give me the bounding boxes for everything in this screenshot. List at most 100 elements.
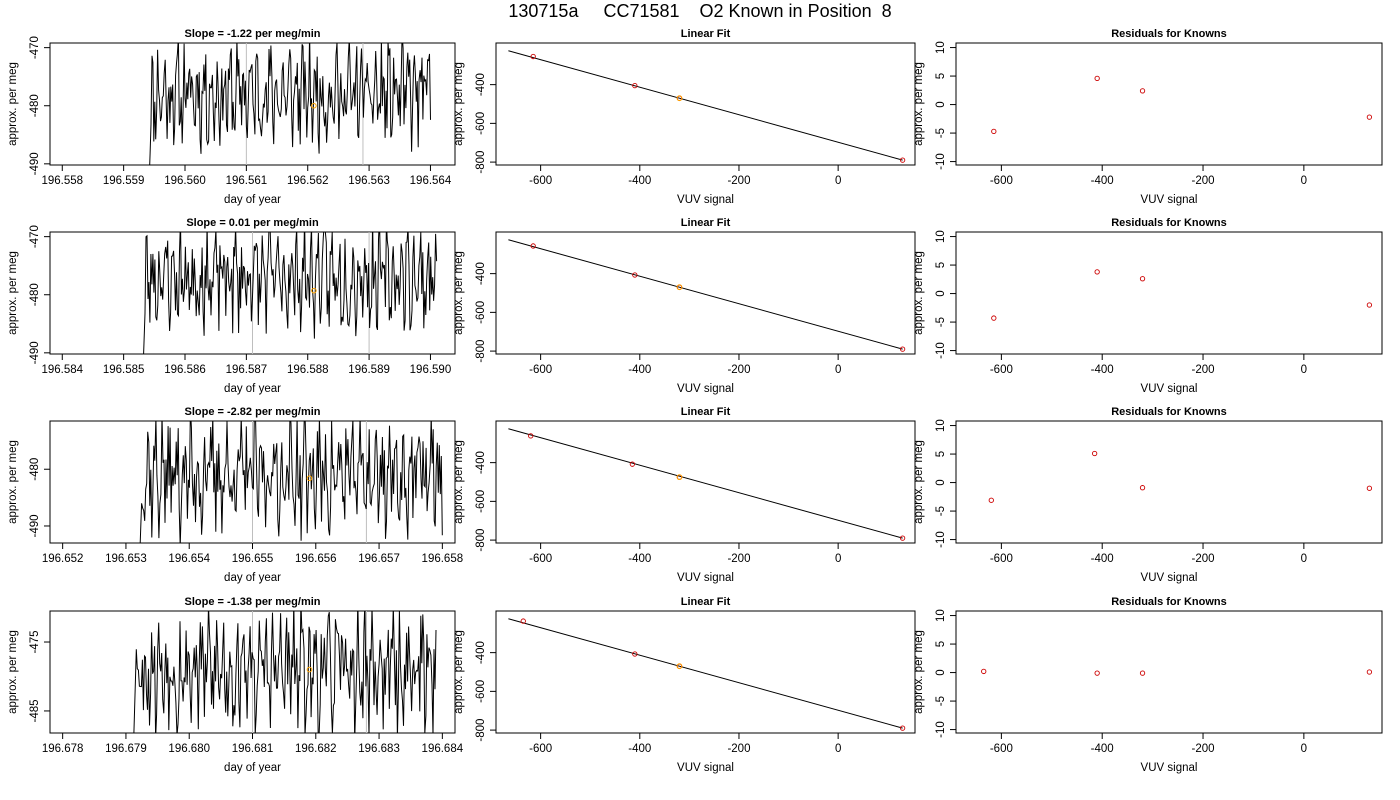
signal-trace [149, 43, 431, 165]
x-tick-label: -400 [628, 364, 651, 376]
x-axis: -600 -400 -200 0 [529, 732, 841, 755]
y-axis: -470 -480 -490 [29, 225, 51, 364]
y-axis-label: approx. per meg [453, 62, 465, 146]
y-axis-label: approx. per meg [7, 630, 19, 714]
y-tick-label: 10 [935, 609, 947, 622]
x-tick-label: 0 [1301, 553, 1307, 565]
y-axis-label: approx. per meg [453, 630, 465, 714]
y-axis-label: approx. per meg [913, 251, 925, 335]
x-axis: -600 -400 -200 0 [529, 164, 841, 187]
y-tick-label: 0 [935, 669, 947, 675]
y-axis: -480 -490 [29, 458, 51, 537]
panel-title: Linear Fit [681, 596, 731, 608]
panel-4: Slope = 0.01 per meg/min 196.584 196.585 19… [7, 217, 456, 395]
data-point [1366, 302, 1373, 308]
x-axis-label: VUV signal [1141, 194, 1198, 206]
y-tick-label: -480 [29, 283, 41, 306]
x-tick-label: -600 [529, 553, 552, 565]
data-point [520, 618, 526, 624]
plot-frame [495, 610, 916, 734]
y-tick-label: 10 [935, 419, 947, 432]
x-axis: 196.558 196.559 196.560 196.561 196.562 196.5… [41, 164, 452, 187]
y-axis-label: approx. per meg [913, 630, 925, 714]
y-axis: -400 -600 -800 [475, 73, 497, 174]
y-tick-label: -5 [935, 128, 947, 138]
x-tick-label: 0 [835, 553, 841, 565]
x-axis-label: day of year [224, 194, 281, 206]
plot-area [508, 618, 906, 731]
panel-title: Slope = -2.82 per meg/min [184, 406, 320, 418]
x-tick-label: 196.584 [41, 364, 83, 376]
data-point [981, 668, 987, 675]
plot-area [991, 269, 1373, 321]
y-axis-label: approx. per meg [7, 440, 19, 524]
x-axis-label: day of year [224, 762, 281, 774]
y-tick-label: 5 [935, 451, 947, 457]
plot-area [508, 428, 906, 541]
y-tick-label: -480 [29, 94, 41, 117]
plot-area [133, 611, 437, 733]
data-point [1366, 485, 1373, 491]
y-axis: -400 -600 -800 [475, 641, 497, 742]
y-axis: -10 -5 0 5 10 [935, 41, 957, 170]
plot-area [991, 75, 1373, 135]
data-point [629, 461, 636, 467]
y-axis-label: approx. per meg [453, 251, 465, 335]
x-tick-label: 196.562 [287, 175, 329, 187]
plot-frame [495, 420, 916, 544]
highlight-point [306, 475, 313, 482]
highlight-point [676, 663, 683, 670]
plot-area [143, 232, 438, 354]
y-tick-label: 0 [935, 290, 947, 296]
x-tick-label: 196.586 [164, 364, 206, 376]
x-tick-label: 196.680 [168, 743, 210, 755]
data-point [991, 128, 997, 135]
panel-title: Slope = 0.01 per meg/min [186, 217, 319, 229]
fit-line [508, 50, 903, 161]
x-axis-label: VUV signal [677, 194, 734, 206]
plot-area [981, 668, 1373, 676]
y-axis-label: approx. per meg [7, 251, 19, 335]
fit-line [508, 618, 903, 729]
y-tick-label: -10 [935, 531, 947, 548]
data-point [899, 346, 906, 352]
x-tick-label: 196.558 [41, 175, 83, 187]
x-tick-label: 196.585 [103, 364, 145, 376]
x-tick-label: -200 [1192, 364, 1215, 376]
x-tick-label: 0 [835, 364, 841, 376]
plot-area [139, 421, 443, 543]
signal-trace [133, 611, 437, 733]
y-axis: -10 -5 0 5 10 [935, 419, 957, 548]
panel-title: Residuals for Knowns [1111, 406, 1227, 418]
y-tick-label: -600 [475, 490, 487, 513]
x-tick-label: 196.683 [358, 743, 400, 755]
y-tick-label: 10 [935, 41, 947, 54]
y-tick-label: -600 [475, 680, 487, 703]
y-tick-label: -480 [29, 458, 41, 481]
highlight-point [676, 284, 683, 291]
x-tick-label: 196.654 [168, 553, 210, 565]
plot-frame [495, 42, 916, 166]
y-tick-label: -400 [475, 641, 487, 664]
panel-6: Residuals for Knowns -600 -400 -200 0 VUV sig… [913, 217, 1383, 395]
data-point [530, 53, 536, 60]
plot-frame [495, 231, 916, 355]
panel-3: Residuals for Knowns -600 -400 -200 0 VUV sig… [913, 28, 1383, 206]
x-axis-label: VUV signal [677, 572, 734, 584]
y-tick-label: -470 [29, 225, 41, 248]
y-tick-label: -490 [29, 341, 41, 364]
fit-line [508, 428, 903, 539]
x-tick-label: -200 [727, 743, 750, 755]
y-tick-label: 0 [935, 101, 947, 107]
data-point [1094, 269, 1100, 275]
x-axis-label: VUV signal [1141, 762, 1198, 774]
x-tick-label: -200 [727, 364, 750, 376]
x-tick-label: 0 [835, 175, 841, 187]
data-point [899, 535, 906, 541]
y-axis: -400 -600 -800 [475, 451, 497, 552]
y-tick-label: -800 [475, 719, 487, 742]
panel-9: Residuals for Knowns -600 -400 -200 0 VUV sig… [913, 406, 1383, 584]
signal-trace [139, 421, 443, 543]
x-axis: -600 -400 -200 0 [990, 542, 1307, 565]
